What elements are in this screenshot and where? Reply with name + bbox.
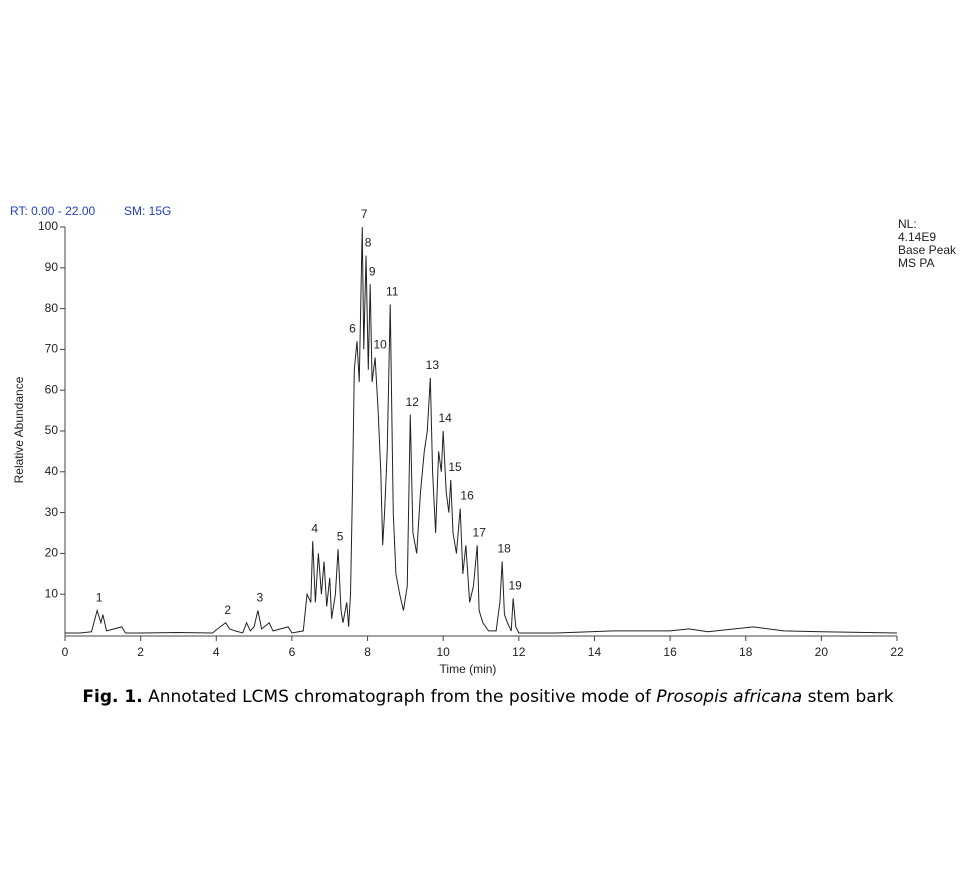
peak-label: 19: [508, 578, 522, 592]
caption-label: Fig. 1.: [82, 687, 142, 707]
y-tick-label: 70: [45, 342, 59, 356]
caption-text: stem bark: [808, 687, 894, 707]
x-tick-label: 22: [890, 645, 904, 659]
caption: Fig. 1. Annotated LCMS chromatograph fro…: [82, 687, 893, 707]
x-tick-label: 2: [137, 645, 144, 659]
y-tick-label: 50: [45, 423, 59, 437]
y-tick-label: 60: [45, 382, 59, 396]
peak-label: 11: [386, 285, 399, 299]
info-line: NL:: [898, 217, 917, 231]
peak-label: 5: [337, 529, 344, 543]
peak-label: 14: [439, 411, 453, 425]
x-axis-title: Time (min): [440, 662, 497, 676]
y-tick-label: 10: [45, 586, 59, 600]
smoothing: SM: 15G: [124, 204, 171, 218]
chromatogram-trace: [65, 226, 898, 634]
y-tick-label: 100: [38, 219, 58, 233]
rt-range: RT: 0.00 - 22.00: [10, 204, 95, 218]
peak-label: 9: [369, 264, 376, 278]
caption-species: Prosopis africana: [656, 687, 802, 707]
x-tick-label: 8: [364, 645, 371, 659]
peak-label: 12: [406, 395, 420, 409]
x-tick-label: 16: [663, 645, 677, 659]
peak-label: 4: [311, 521, 318, 535]
x-tick-label: 20: [815, 645, 829, 659]
y-tick-label: 90: [45, 260, 59, 274]
caption-text: Annotated LCMS chromatograph from the po…: [148, 687, 652, 707]
y-tick-label: 30: [45, 505, 59, 519]
peak-label: 17: [473, 525, 487, 539]
y-tick-label: 40: [45, 464, 59, 478]
info-line: MS PA: [898, 256, 934, 270]
peak-label: 7: [361, 207, 368, 221]
peak-label: 15: [448, 460, 462, 474]
x-tick-label: 6: [289, 645, 296, 659]
peak-label: 13: [426, 358, 440, 372]
x-tick-label: 12: [512, 645, 526, 659]
y-axis-title: Relative Abundance: [12, 376, 26, 483]
x-tick-label: 10: [437, 645, 451, 659]
peak-label: 2: [224, 603, 231, 617]
x-tick-label: 14: [588, 645, 602, 659]
info-line: 4.14E9: [898, 230, 936, 244]
x-tick-label: 4: [213, 645, 220, 659]
peak-label: 6: [349, 321, 356, 335]
peak-label: 3: [257, 591, 264, 605]
peak-label: 16: [460, 489, 474, 503]
y-tick-label: 20: [45, 546, 59, 560]
peak-label: 18: [497, 542, 511, 556]
y-tick-label: 80: [45, 301, 59, 315]
peak-label: 10: [373, 338, 387, 352]
x-tick-label: 18: [739, 645, 753, 659]
peak-label: 1: [96, 591, 103, 605]
x-tick-label: 0: [62, 645, 69, 659]
peak-label: 8: [365, 236, 372, 250]
info-line: Base Peak: [898, 243, 957, 257]
